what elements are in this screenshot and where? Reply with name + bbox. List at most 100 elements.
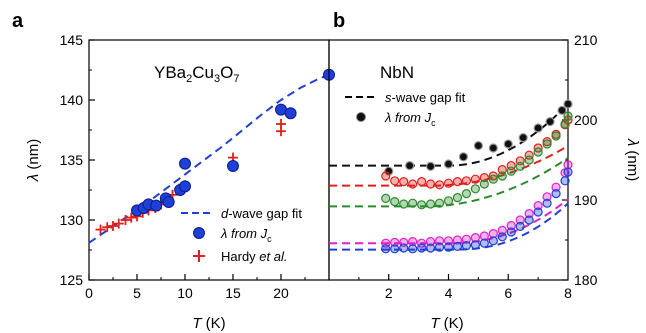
b-point [443, 242, 454, 252]
b-point [408, 244, 418, 254]
legend-jc-label: λ from Jc [220, 226, 272, 244]
b-point [542, 137, 552, 147]
b-point [497, 165, 507, 175]
a-jc-point [179, 157, 191, 170]
panel-b-points [381, 99, 573, 254]
b-point [425, 243, 436, 253]
legend-dwave-label: d-wave gap fit [221, 206, 302, 221]
b-point [381, 193, 391, 203]
b-point [443, 178, 454, 188]
b-point [399, 177, 409, 187]
b-fit-line [329, 145, 569, 187]
b-point [461, 241, 472, 251]
b-xtick-label: 6 [504, 285, 512, 301]
b-point [524, 155, 534, 165]
b-point [470, 240, 480, 250]
b-point [545, 116, 555, 127]
panel-a-ylabel: λ (nm) [25, 139, 42, 182]
b-point [390, 237, 400, 247]
b-point [461, 189, 472, 199]
legend-hardy-marker [193, 250, 205, 262]
b-point [390, 176, 400, 186]
b-point [399, 243, 409, 253]
b-point [533, 123, 543, 133]
a-xtick-label: 0 [85, 285, 93, 301]
b-point [425, 179, 436, 189]
b-point [518, 133, 528, 143]
a-hardy-point [126, 212, 137, 223]
b-point [524, 209, 534, 219]
panel-b-ylabel: λ (nm) [624, 138, 641, 181]
b-fit-line [329, 202, 569, 251]
b-point [452, 241, 463, 251]
b-point [563, 111, 573, 121]
a-hardy-point [120, 215, 131, 225]
b-point [557, 105, 567, 116]
panel-b-title: NbN [380, 63, 414, 82]
b-point [524, 150, 534, 160]
b-point [425, 237, 436, 247]
b-point [560, 119, 570, 129]
b-point [470, 184, 480, 194]
a-ytick-label: 140 [60, 92, 84, 108]
b-point [506, 227, 516, 237]
b-xtick-label: 2 [385, 285, 393, 301]
b-point [497, 171, 507, 181]
b-point [497, 232, 507, 242]
b-ytick-label: 210 [574, 32, 598, 48]
panel-b-fit-curves [329, 103, 569, 251]
b-point [452, 235, 463, 245]
b-point [533, 207, 543, 217]
b-point [551, 182, 561, 192]
a-hardy-point [95, 224, 106, 235]
b-point [434, 198, 445, 208]
a-xtick-label: 10 [177, 285, 193, 301]
b-point [551, 189, 561, 199]
panel-a-title: YBa2Cu3O7 [154, 63, 239, 85]
panel-a: 0 5 10 15 20 125 130 135 140 145 YBa2Cu3O7 d-wave… [25, 32, 335, 332]
b-point [542, 139, 552, 149]
b-ytick-label: 180 [574, 272, 598, 288]
b-point [506, 221, 516, 231]
b-point [443, 236, 454, 246]
a-ytick-label: 130 [60, 212, 84, 228]
b-point [461, 234, 472, 244]
b-point [417, 243, 427, 253]
a-xtick-label: 5 [133, 285, 141, 301]
panel-a-letter: a [12, 10, 24, 32]
b-point [533, 201, 543, 211]
b-point [384, 166, 394, 176]
b-point [434, 180, 445, 190]
b-point [425, 161, 436, 171]
b-point [381, 244, 391, 254]
b-point [443, 196, 454, 206]
b-point [563, 167, 573, 177]
a-ytick-label: 145 [60, 32, 84, 48]
legend-jc-marker [193, 227, 205, 239]
b-point [524, 215, 534, 225]
b-point [408, 179, 418, 189]
b-point [533, 147, 543, 157]
panel-a-xlabel: T (K) [192, 315, 225, 332]
b-point [506, 166, 516, 176]
b-point [390, 244, 400, 254]
a-ytick-label: 125 [60, 272, 84, 288]
b-point [473, 141, 483, 151]
b-point [488, 236, 498, 246]
b-point [452, 177, 463, 187]
b-point [470, 174, 480, 184]
b-point [488, 143, 498, 153]
b-point [488, 174, 498, 184]
b-point [542, 192, 552, 202]
panel-a-legend: d-wave gap fit λ from Jc Hardy et al. [181, 206, 302, 264]
b-point [515, 221, 525, 231]
b-point [479, 173, 489, 183]
b-point [399, 199, 409, 209]
a-xtick-label: 15 [225, 285, 241, 301]
b-point [417, 200, 427, 210]
legend-b-jc-label: λ from Jc [384, 110, 436, 128]
b-point [479, 231, 489, 241]
